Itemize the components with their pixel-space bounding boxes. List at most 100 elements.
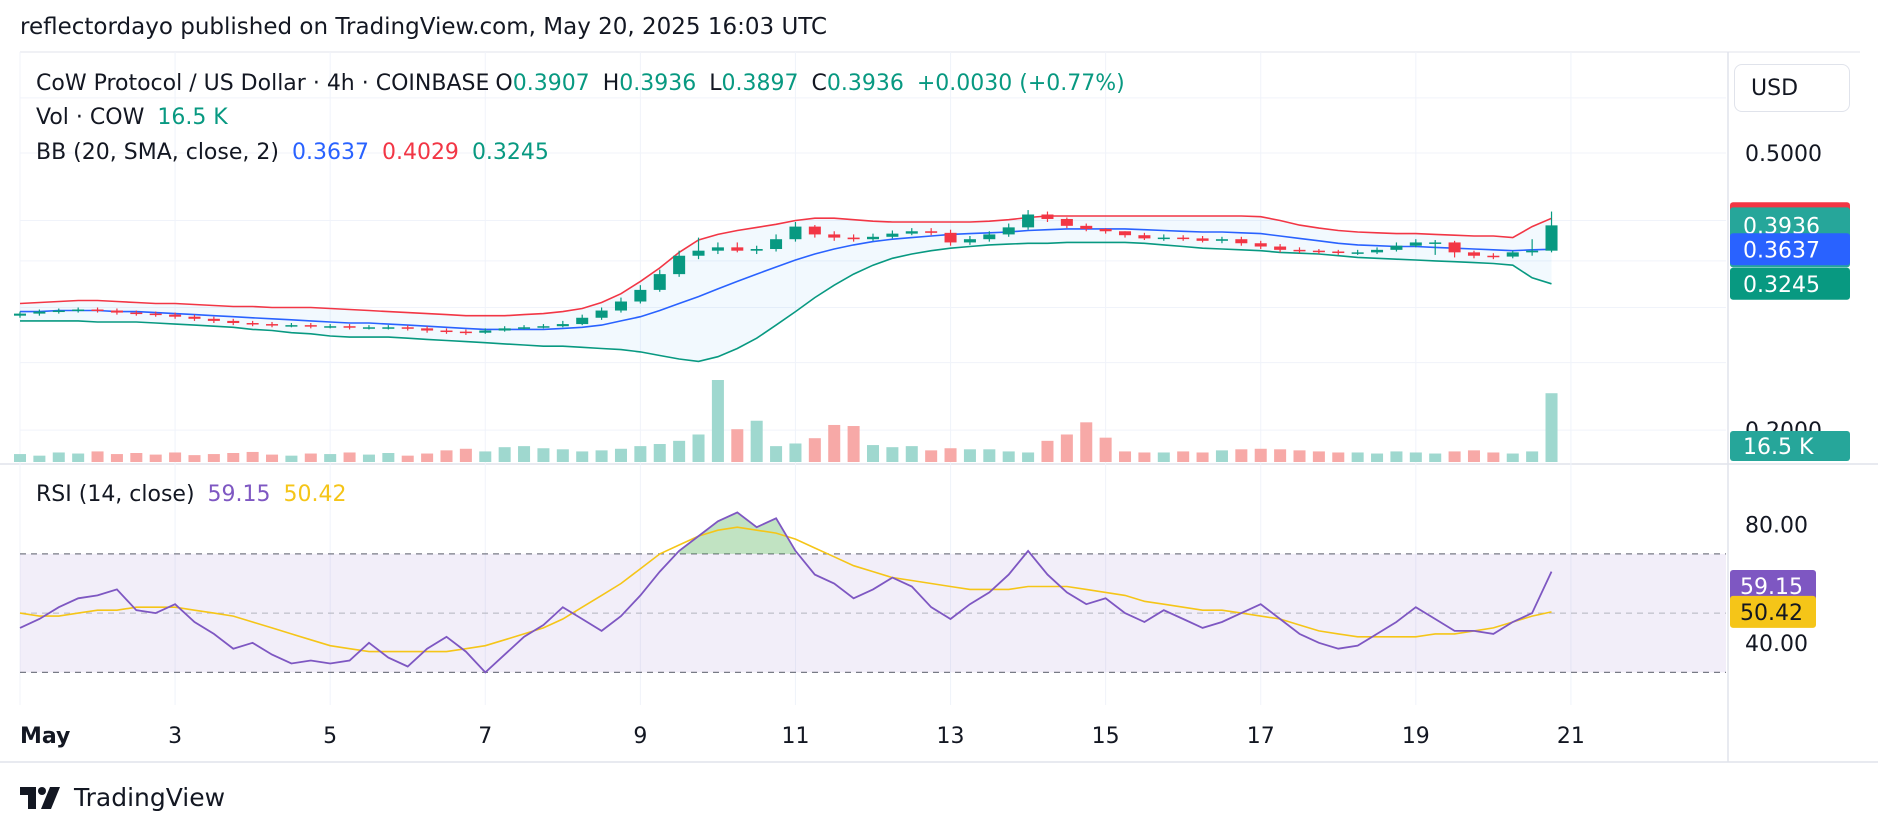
candle-body [944,232,957,243]
tradingview-logo-icon [20,786,60,809]
volume-bar [1041,440,1054,462]
volume-bar [808,438,821,462]
volume-bar [1390,451,1403,462]
volume-bar [1274,449,1287,462]
candle-body [1041,214,1054,219]
rsi-ma-value: 50.42 [283,482,347,507]
volume-bar [130,453,143,462]
volume-tag-bg [1730,431,1850,461]
candle-body [52,310,65,313]
candle-body [1390,245,1403,250]
candle-body [1526,250,1539,253]
candle-body [1196,238,1209,241]
rsi-pane[interactable] [19,511,1726,674]
time-tick-label: 3 [168,724,182,749]
volume-bar [963,449,976,462]
volume-bar [1138,452,1151,462]
symbol-name[interactable]: CoW Protocol / US Dollar · 4h · COINBASE [36,71,490,96]
candle-body [750,249,763,251]
candle-body [537,326,550,328]
volume-bar [479,451,492,462]
time-tick-label: 11 [781,724,809,749]
candle-body [866,236,880,240]
time-tick-label: 19 [1402,724,1430,749]
time-tick-label: 21 [1557,724,1585,749]
volume-bar [1448,451,1461,462]
volume-bar [110,454,123,462]
price-change: +0.0030 (+0.77%) [916,71,1125,96]
candle-body [1448,242,1461,253]
currency-button[interactable]: USD [1734,64,1850,112]
bb-lower-value: 0.3245 [471,140,549,165]
volume-bar [13,454,27,462]
candle-body [440,330,453,333]
rsi-ma-tag-bg [1730,595,1816,628]
volume-bar [52,452,65,462]
candle-body [1157,237,1170,240]
bollinger-legend: BB (20, SMA, close, 2) 0.3637 0.4029 0.3… [36,140,555,165]
volume-bar [576,451,589,462]
candle-body [963,239,976,243]
volume-bar [207,454,220,462]
ohlc-low: L0.3897 [709,71,799,96]
volume-bar [731,429,744,462]
bollinger-band-fill [20,216,1552,362]
bollinger-label[interactable]: BB (20, SMA, close, 2) [36,140,279,165]
time-tick-label: 17 [1247,724,1275,749]
volume-bar [673,440,686,462]
volume-bar [33,455,46,462]
candle-body [518,327,531,329]
candle-body [711,247,724,251]
candle-body [421,328,434,331]
candle-body [72,309,85,312]
price-pane[interactable] [13,210,1558,462]
time-tick-label: 15 [1092,724,1120,749]
volume-bar [1119,451,1132,462]
volume-bar [1254,448,1267,462]
volume-bar [847,426,860,462]
candle-body [634,289,647,302]
candle-body [789,226,802,240]
candle-body [614,301,627,311]
volume-bar [324,454,337,462]
candle-body [33,311,46,314]
rsi-label[interactable]: RSI (14, close) [36,482,195,507]
published-by-line: reflectordayo published on TradingView.c… [20,14,828,40]
volume-bar [1429,453,1442,462]
candle-body [169,314,182,317]
candle-body [886,233,899,237]
candle-body [1099,228,1112,232]
volume-bar [866,445,880,462]
rsi-legend: RSI (14, close) 59.15 50.42 [36,482,353,507]
time-tick-label: May [20,724,70,749]
candle-body [653,274,666,290]
volume-bar [1022,452,1035,462]
volume-bar [1080,422,1093,462]
ohlc-high: H0.3936 [602,71,697,96]
time-tick-label: 13 [937,724,965,749]
volume-bar [1545,393,1558,462]
rsi-value-tag: 59.15 [1730,570,1816,603]
rsi-overbought-fill [679,512,1029,554]
volume-bar [537,448,550,462]
candle-body [1351,252,1364,254]
volume-bar [1196,452,1209,462]
candle-body [808,226,821,235]
volume-bar [169,452,182,462]
volume-bar [343,452,356,462]
tradingview-logo[interactable]: TradingView [20,783,225,812]
bb-basis-line [20,228,1552,331]
candle-body [1312,250,1325,253]
ohlc-open: O0.3907 [495,71,590,96]
candle-body [828,234,841,238]
bb-basis-tag-bg [1730,233,1850,266]
candle-body [343,326,356,328]
candle-body [110,310,123,313]
volume-tag-text: 16.5 K [1743,435,1814,460]
volume-bar [1099,437,1112,462]
volume-label[interactable]: Vol · COW [36,105,145,130]
candle-body [207,318,220,321]
volume-bar [634,446,647,462]
